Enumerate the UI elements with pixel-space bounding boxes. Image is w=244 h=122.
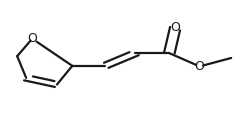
Text: O: O — [195, 60, 204, 73]
Text: O: O — [171, 21, 180, 34]
Text: O: O — [27, 32, 37, 45]
